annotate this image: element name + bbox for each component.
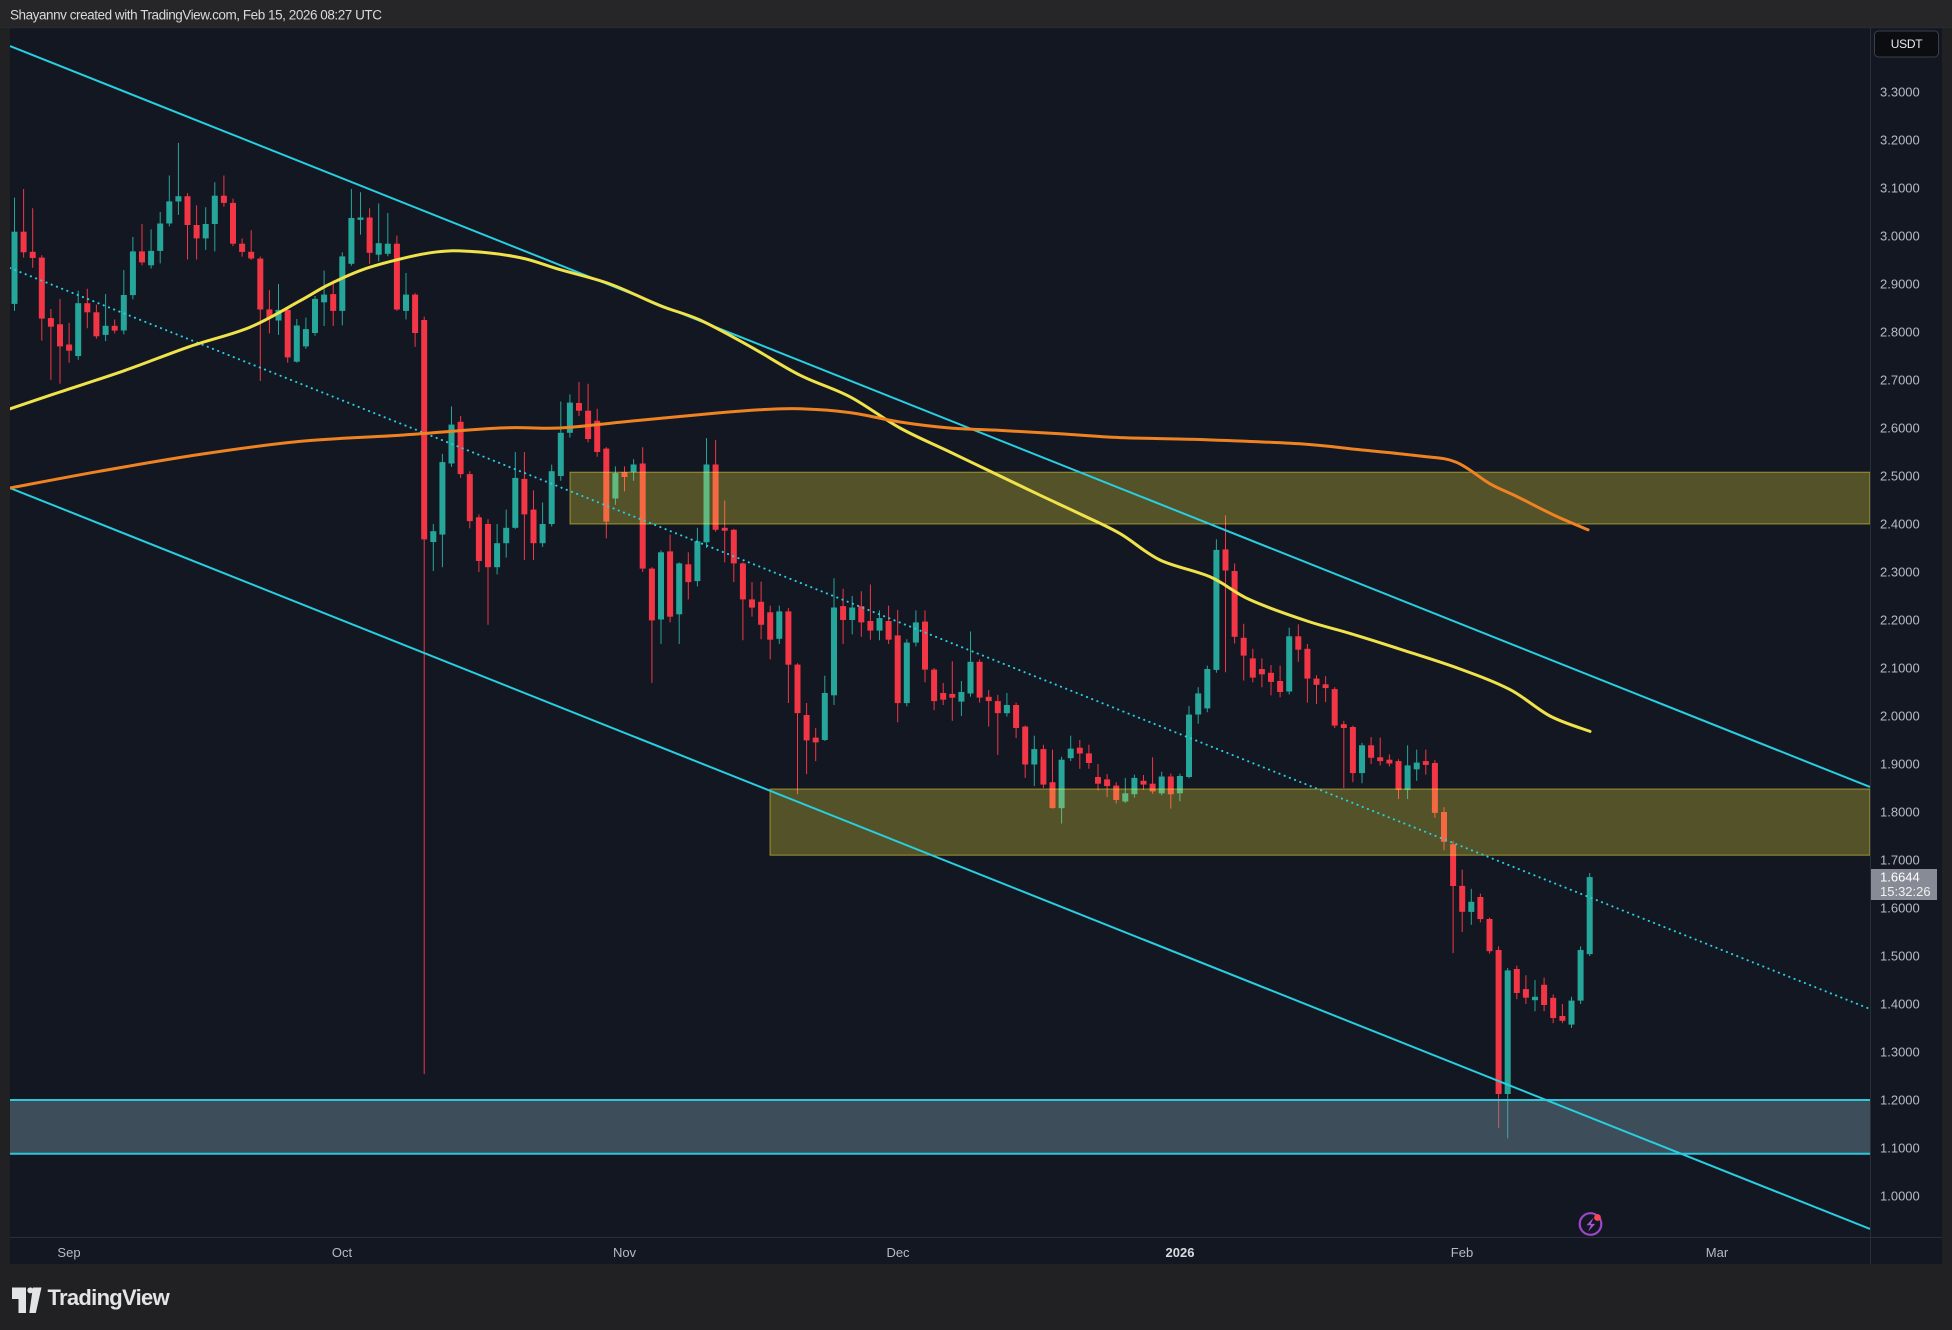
svg-text:2.7000: 2.7000 [1880, 373, 1920, 388]
svg-text:1.0000: 1.0000 [1880, 1189, 1920, 1204]
svg-text:1.6644: 1.6644 [1880, 870, 1920, 885]
svg-text:1.4000: 1.4000 [1880, 997, 1920, 1012]
svg-text:2.2000: 2.2000 [1880, 613, 1920, 628]
svg-text:1.8000: 1.8000 [1880, 805, 1920, 820]
svg-text:3.1000: 3.1000 [1880, 181, 1920, 196]
svg-text:1.6000: 1.6000 [1880, 901, 1920, 916]
svg-text:Mar: Mar [1706, 1245, 1729, 1260]
svg-text:2.6000: 2.6000 [1880, 421, 1920, 436]
svg-text:2.3000: 2.3000 [1880, 565, 1920, 580]
svg-text:2.8000: 2.8000 [1880, 325, 1920, 340]
svg-text:2.0000: 2.0000 [1880, 709, 1920, 724]
svg-text:3.3000: 3.3000 [1880, 85, 1920, 100]
svg-text:3.0000: 3.0000 [1880, 229, 1920, 244]
svg-text:1.3000: 1.3000 [1880, 1045, 1920, 1060]
svg-text:2.9000: 2.9000 [1880, 277, 1920, 292]
svg-text:2.1000: 2.1000 [1880, 661, 1920, 676]
svg-text:Sep: Sep [57, 1245, 80, 1260]
svg-text:1.1000: 1.1000 [1880, 1141, 1920, 1156]
svg-text:2.5000: 2.5000 [1880, 469, 1920, 484]
svg-text:Shayannv created with TradingV: Shayannv created with TradingView.com, F… [10, 8, 382, 23]
svg-text:1.2000: 1.2000 [1880, 1093, 1920, 1108]
svg-text:2026: 2026 [1166, 1245, 1195, 1260]
svg-text:Feb: Feb [1451, 1245, 1473, 1260]
svg-text:TradingView: TradingView [48, 1285, 171, 1310]
svg-text:1.7000: 1.7000 [1880, 853, 1920, 868]
svg-text:3.2000: 3.2000 [1880, 133, 1920, 148]
svg-text:1.9000: 1.9000 [1880, 757, 1920, 772]
svg-text:1.5000: 1.5000 [1880, 949, 1920, 964]
svg-text:Oct: Oct [332, 1245, 353, 1260]
svg-text:USDT: USDT [1891, 37, 1923, 51]
svg-text:2.4000: 2.4000 [1880, 517, 1920, 532]
svg-text:Dec: Dec [886, 1245, 910, 1260]
svg-text:15:32:26: 15:32:26 [1880, 884, 1931, 899]
svg-text:Nov: Nov [613, 1245, 637, 1260]
